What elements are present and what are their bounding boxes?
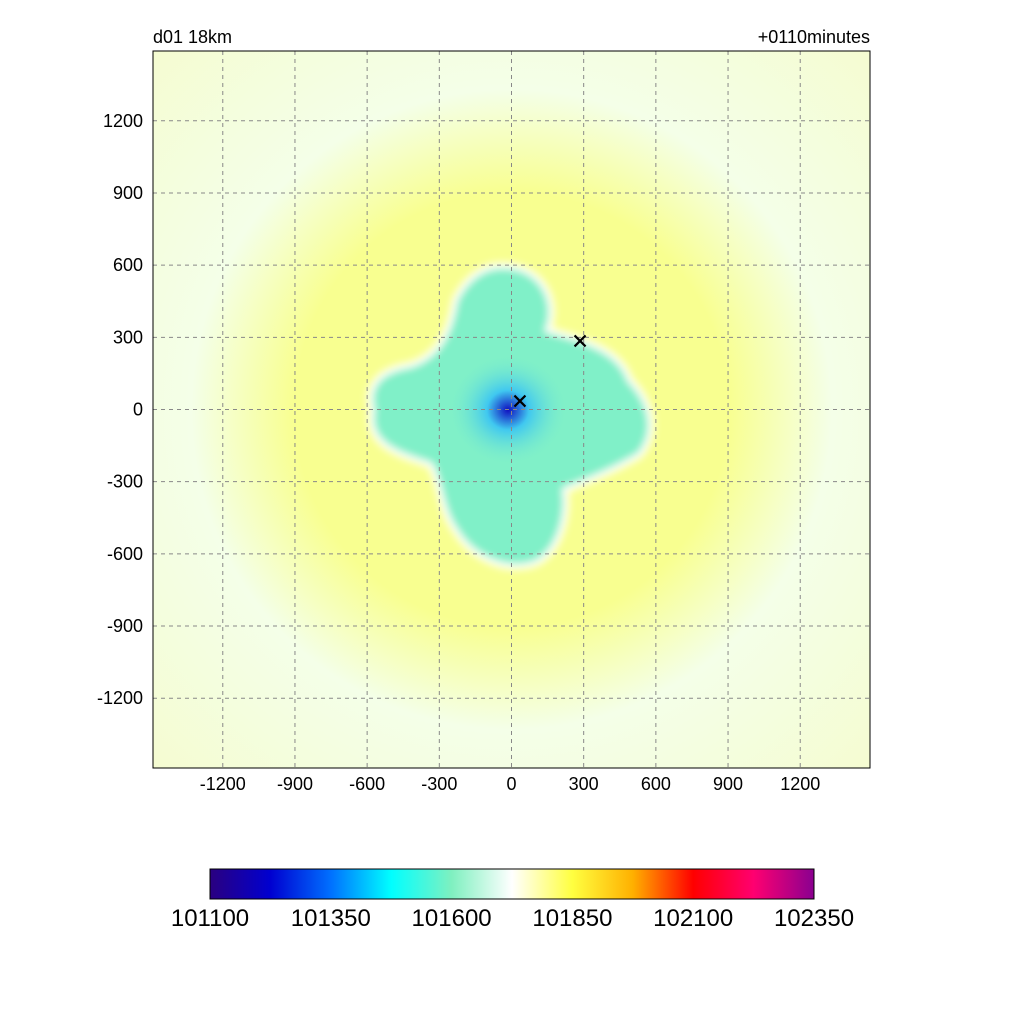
x-tick-label: 900 xyxy=(713,774,743,794)
colorbar-tick-label: 101100 xyxy=(171,905,249,932)
x-tick-label: 1200 xyxy=(780,774,820,794)
x-tick-label: -1200 xyxy=(200,774,246,794)
x-tick-label: 300 xyxy=(569,774,599,794)
y-tick-label: 900 xyxy=(113,183,143,203)
x-tick-label: -300 xyxy=(421,774,457,794)
colorbar-tick-label: 102350 xyxy=(774,905,854,932)
y-axis: 1200 900 600 300 0 -300 -600 -900 -1200 xyxy=(97,111,143,708)
colorbar-tick-label: 101350 xyxy=(291,905,371,932)
header-right-label: +0110minutes xyxy=(758,27,870,47)
header-left-label: d01 18km xyxy=(153,27,232,47)
x-tick-label: 0 xyxy=(506,774,516,794)
y-tick-label: -600 xyxy=(107,544,143,564)
colorbar-tick-label: 102100 xyxy=(653,905,733,932)
x-tick-label: 600 xyxy=(641,774,671,794)
colorbar xyxy=(209,868,815,900)
x-tick-label: -900 xyxy=(277,774,313,794)
y-tick-label: -900 xyxy=(107,616,143,636)
y-tick-label: -300 xyxy=(107,472,143,492)
y-tick-label: 0 xyxy=(133,400,143,420)
marker-x xyxy=(573,334,587,348)
markers-layer xyxy=(513,334,587,408)
y-tick-label: 300 xyxy=(113,327,143,347)
x-axis: -1200 -900 -600 -300 0 300 600 900 1200 xyxy=(200,774,820,794)
heatmap-field xyxy=(153,51,870,768)
colorbar-tick-label: 101850 xyxy=(532,905,612,932)
y-tick-label: 600 xyxy=(113,255,143,275)
plot-frame xyxy=(152,50,871,769)
colorbar-labels: 101100 101350 101600 101850 102100 102350 xyxy=(171,905,854,932)
y-tick-label: 1200 xyxy=(103,111,143,131)
marker-x xyxy=(513,394,527,408)
x-tick-label: -600 xyxy=(349,774,385,794)
y-tick-label: -1200 xyxy=(97,688,143,708)
colorbar-tick-label: 101600 xyxy=(412,905,492,932)
